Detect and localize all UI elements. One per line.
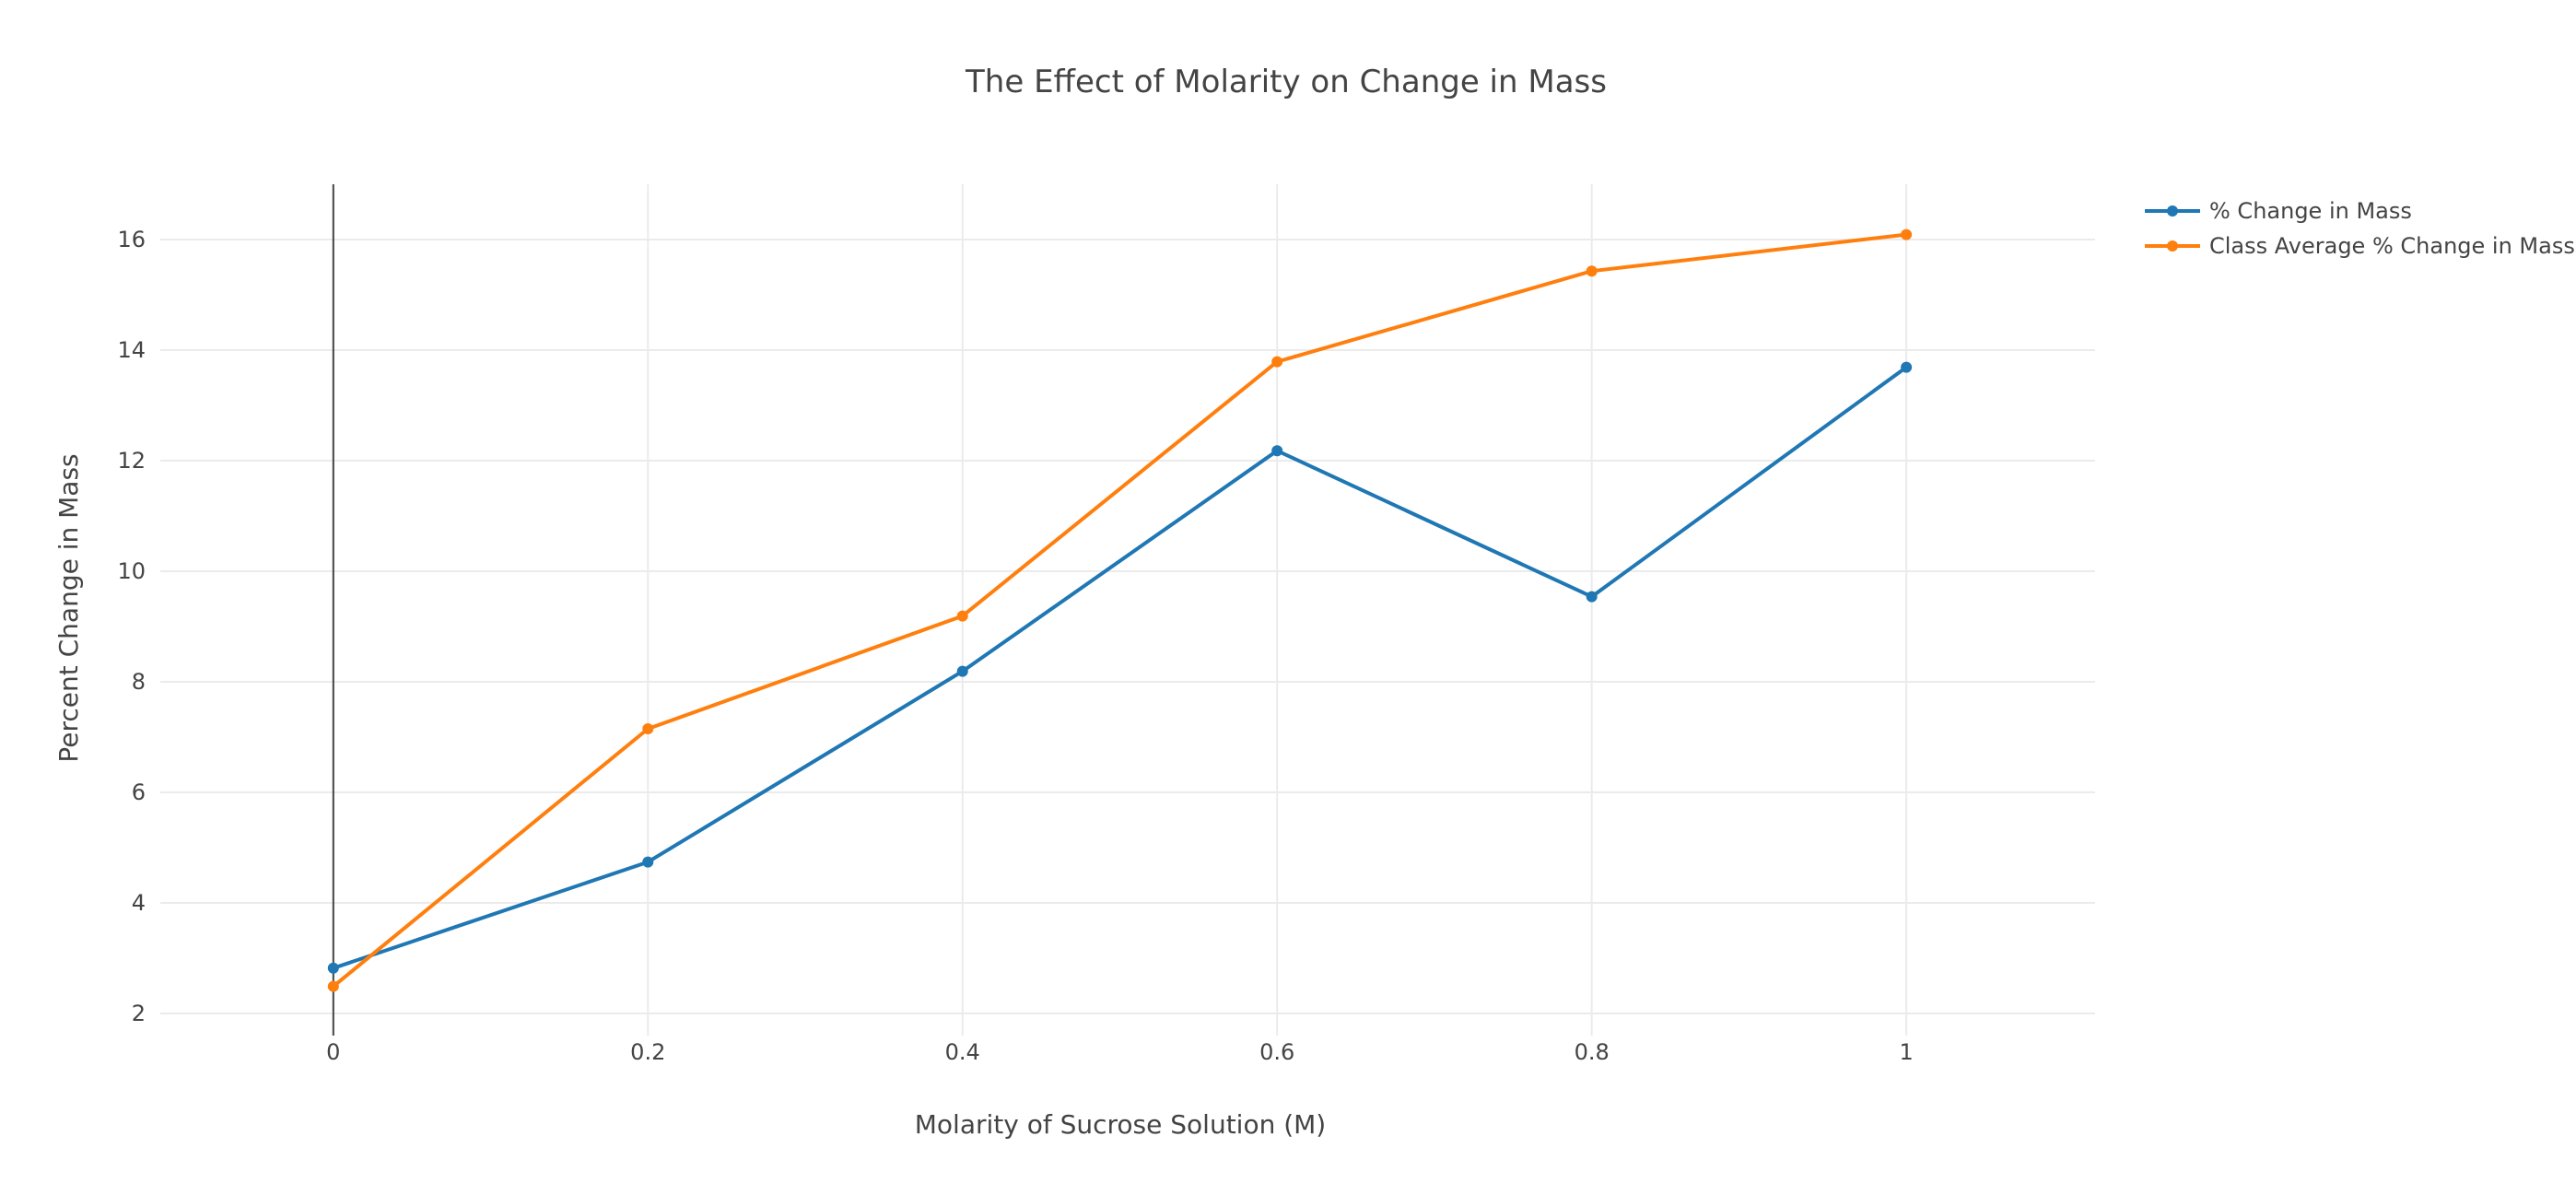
y-tick-label: 4 (132, 890, 146, 916)
series-1-point (1586, 591, 1598, 603)
legend-swatch-marker (2167, 205, 2178, 217)
x-tick-label: 0.6 (1259, 1039, 1294, 1065)
legend: % Change in Mass Class Average % Change i… (2145, 198, 2575, 259)
legend-label: % Change in Mass (2209, 198, 2412, 224)
series-line-2 (332, 232, 1907, 989)
x-tick-label: 1 (1899, 1039, 1913, 1065)
series-2-point (1586, 265, 1598, 277)
series-2-point (1901, 228, 1913, 240)
series-line-1 (333, 365, 1908, 970)
legend-swatch-marker (2167, 240, 2178, 252)
x-axis-title: Molarity of Sucrose Solution (M) (915, 1109, 1326, 1140)
y-tick-label: 16 (117, 227, 146, 252)
y-axis-title: Percent Change in Mass (53, 453, 84, 762)
y-tick-label: 8 (132, 669, 146, 695)
chart-title: The Effect of Molarity on Change in Mass (965, 64, 1607, 100)
x-tick-label: 0 (326, 1039, 340, 1065)
y-tick-label: 2 (132, 1001, 146, 1026)
series-1-point (1271, 445, 1283, 457)
series-1-point (956, 665, 968, 677)
series-1-point (327, 962, 339, 974)
series-2-point (956, 610, 968, 622)
x-tick-label: 0.2 (630, 1039, 665, 1065)
y-tick-label: 6 (132, 779, 146, 805)
series-1-point (642, 856, 654, 868)
x-tick-label: 0.4 (945, 1039, 980, 1065)
y-tick-label: 14 (117, 337, 146, 363)
series-layer (327, 228, 1913, 992)
series-2-point (642, 723, 654, 734)
series-1-point (1901, 361, 1913, 373)
x-tick-label: 0.8 (1575, 1039, 1610, 1065)
grid-layer (160, 184, 2095, 1036)
y-tick-label: 10 (117, 558, 146, 584)
legend-label: Class Average % Change in Mass (2209, 233, 2575, 259)
series-2-point (327, 980, 339, 992)
series-2-point (1271, 356, 1283, 368)
y-tick-label: 12 (117, 448, 146, 474)
